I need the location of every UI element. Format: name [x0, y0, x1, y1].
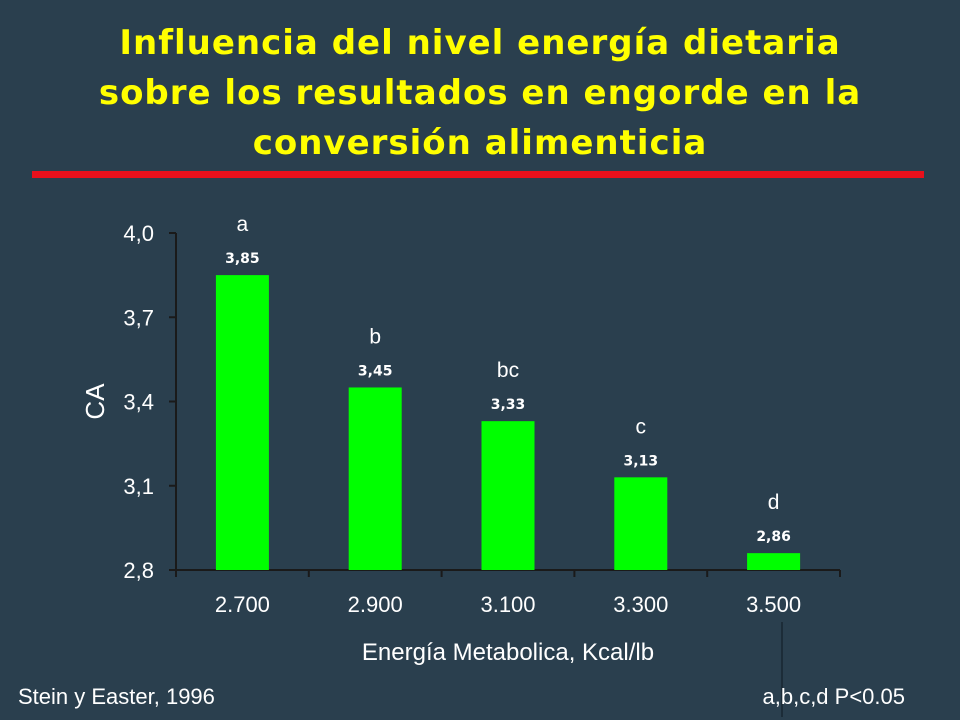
title-divider — [32, 171, 924, 178]
bar-value-label: 3,45 — [358, 363, 393, 379]
significance-letter: a — [237, 213, 249, 236]
y-tick-label: 2,8 — [123, 558, 154, 583]
bar — [348, 387, 402, 570]
bar — [614, 477, 668, 570]
y-tick-label: 3,7 — [123, 305, 154, 330]
x-axis-label: Energía Metabolica, Kcal/lb — [362, 639, 654, 666]
chart-title: Influencia del nivel energía dietaria so… — [0, 18, 960, 168]
significance-note: a,b,c,d P<0.05 — [762, 684, 906, 709]
x-tick-label: 3.300 — [613, 592, 668, 617]
bar — [747, 553, 801, 570]
y-tick-label: 4,0 — [123, 221, 154, 246]
y-axis-label: CA — [80, 383, 110, 420]
title-line-3: conversión alimenticia — [252, 123, 708, 163]
x-tick-label: 2.700 — [215, 592, 270, 617]
significance-letter: c — [636, 415, 647, 438]
bar-value-label: 2,86 — [756, 529, 791, 545]
y-tick-label: 3,1 — [123, 474, 154, 499]
source-citation: Stein y Easter, 1996 — [18, 684, 215, 709]
x-tick-label: 2.900 — [348, 592, 403, 617]
significance-letter: d — [768, 491, 780, 514]
y-tick-label: 3,4 — [123, 390, 154, 415]
bar-value-label: 3,33 — [491, 397, 526, 413]
divider-line — [781, 622, 783, 717]
x-tick-label: 3.500 — [746, 592, 801, 617]
significance-letter: b — [369, 325, 381, 348]
bar — [481, 421, 535, 570]
x-tick-label: 3.100 — [480, 592, 535, 617]
bar — [215, 275, 269, 570]
title-line-2: sobre los resultados en engorde en la — [98, 73, 862, 113]
bar-value-label: 3,85 — [225, 251, 260, 267]
bar-value-label: 3,13 — [624, 453, 659, 469]
significance-letter: bc — [497, 359, 519, 382]
title-line-1: Influencia del nivel energía dietaria — [119, 23, 841, 63]
